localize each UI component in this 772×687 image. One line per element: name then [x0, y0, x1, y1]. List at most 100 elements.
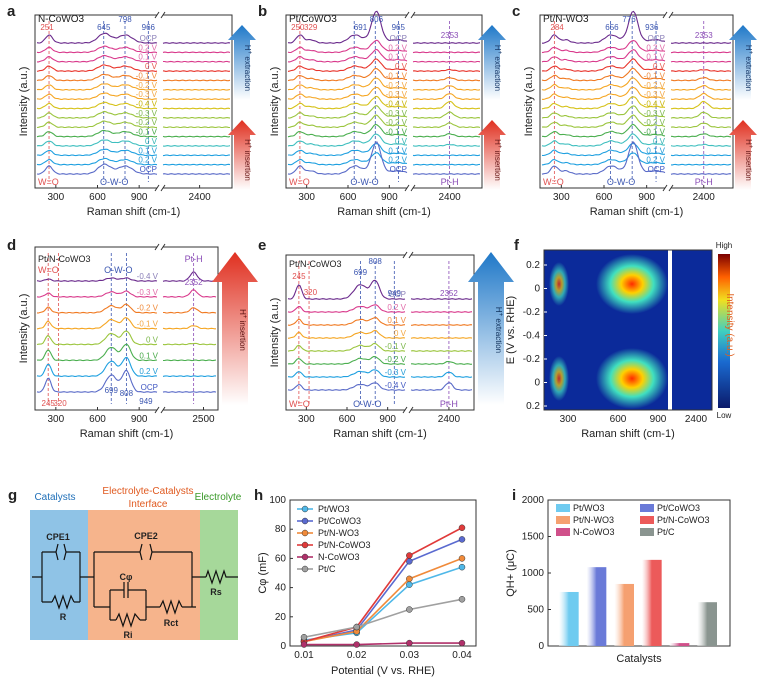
- spectrum-line: [163, 307, 217, 314]
- spectrum-line: [541, 141, 666, 175]
- spectrum-line: [36, 148, 158, 157]
- spectrum-line: [410, 311, 473, 313]
- x-tick-label: 0.04: [452, 650, 472, 661]
- spectrum-line: [412, 111, 481, 119]
- peak-label: 329: [304, 23, 318, 32]
- y-tick-label: -0.2: [523, 354, 541, 365]
- spectrum-line: [541, 133, 666, 147]
- potential-label: -0.3 V: [136, 90, 158, 99]
- potential-label: 0.1 V: [646, 53, 665, 62]
- band-label: W=O: [543, 177, 564, 187]
- x-tick-label: 0.01: [294, 650, 314, 661]
- x-tick-label: 2400: [438, 192, 461, 203]
- peak-label: 645: [97, 23, 111, 32]
- data-point: [300, 641, 308, 648]
- potential-label: OCP: [389, 290, 406, 299]
- spectrum-line: [287, 39, 408, 54]
- panel-e: 300 600 900 2400 Raman shift (cm-1) Intensity…: [258, 237, 514, 440]
- potential-label: -0.1 V: [136, 128, 158, 137]
- component-label: CPE2: [134, 531, 158, 541]
- peak-label: 806: [370, 15, 384, 24]
- bar: [559, 591, 579, 646]
- potential-label: 0.1 V: [388, 53, 407, 62]
- peak-label: 245: [42, 399, 56, 408]
- band-label: O-W-O: [100, 177, 128, 187]
- x-tick-label: 900: [381, 192, 398, 203]
- x-axis-label: Raman shift (cm-1): [337, 206, 431, 218]
- y-tick-label: 0: [280, 641, 286, 652]
- spectrum-line: [287, 152, 408, 166]
- spectrum-line: [541, 86, 665, 100]
- y-tick-label: 0.2: [526, 260, 540, 271]
- band-label: W=O: [38, 265, 59, 275]
- y-axis-label: Intensity (a.u.): [269, 67, 281, 137]
- colorbar-high-label: High: [716, 241, 732, 250]
- potential-label: 0 V: [395, 62, 408, 71]
- x-tick-label: 900: [131, 414, 148, 425]
- potential-label: -0.3 V: [644, 109, 666, 118]
- potential-label: OCP: [141, 383, 158, 392]
- potential-label: 0 V: [653, 62, 666, 71]
- electrolyte-region: [200, 510, 238, 640]
- spectrum-line: [670, 69, 732, 72]
- potential-label: 0.2 V: [388, 156, 407, 165]
- panel-letter: e: [258, 237, 266, 254]
- potential-label: 0.1 V: [138, 146, 157, 155]
- circuit-wire: [109, 582, 192, 621]
- peak-label: 284: [550, 23, 564, 32]
- spectrum-line: [162, 342, 217, 346]
- axis-break-gap: [405, 407, 411, 413]
- band-label: W=O: [38, 177, 59, 187]
- x-tick-label: 600: [339, 414, 356, 425]
- legend-marker: [301, 505, 309, 513]
- spectrum-line: [162, 163, 231, 166]
- potential-label: -0.3 V: [137, 288, 159, 297]
- heatmap-hotspot: [596, 254, 668, 314]
- spectrum-line: [36, 45, 158, 54]
- x-tick-label: 900: [638, 192, 655, 203]
- panel-letter: c: [512, 3, 520, 20]
- sample-name: Pt/N-WO3: [543, 14, 589, 25]
- legend-label: Pt/CoWO3: [318, 516, 361, 526]
- extraction-arrow-icon: [729, 25, 757, 100]
- spectrum-line: [162, 42, 231, 44]
- spectrum-line: [287, 141, 408, 175]
- peak-label: 2352: [185, 278, 203, 287]
- spectrum-line: [162, 154, 231, 157]
- legend-swatch: [640, 504, 654, 512]
- potential-label: 0.1 V: [138, 53, 157, 62]
- spectrum-line: [410, 298, 473, 300]
- band-label: O-W-O: [353, 399, 381, 409]
- spectrum-line: [412, 76, 481, 82]
- spectrum-line: [36, 163, 158, 175]
- y-axis-label: E (V vs. RHE): [505, 296, 517, 364]
- panel-g: g Catalysts Electrolyte-Catalysts Interface…: [8, 486, 242, 640]
- legend-swatch: [556, 516, 570, 524]
- peak-label: 699: [105, 386, 119, 395]
- x-tick-label: 300: [47, 192, 64, 203]
- cpe2-symbol: [139, 543, 153, 561]
- potential-label: 0 V: [146, 335, 159, 344]
- x-tick-label: 2400: [693, 192, 716, 203]
- heatmap-hotspot: [596, 348, 668, 409]
- plot-frame: [34, 246, 219, 411]
- panel-letter: f: [514, 237, 520, 254]
- insertion-arrow-icon: [212, 252, 258, 405]
- region-label: Catalysts: [34, 492, 75, 503]
- spectrum-line: [36, 32, 158, 44]
- insertion-arrow-icon: [729, 120, 757, 190]
- plot-frame: [289, 499, 477, 647]
- potential-label: -0.2 V: [137, 304, 159, 313]
- spectrum-line: [163, 88, 231, 91]
- x-axis-label: Raman shift (cm-1): [80, 428, 174, 440]
- spectrum-line: [287, 95, 408, 110]
- legend-swatch: [556, 504, 570, 512]
- spectrum-line: [162, 271, 217, 282]
- legend-label: Pt/N-WO3: [573, 515, 614, 525]
- peak-label: 798: [118, 15, 132, 24]
- spectrum-line: [162, 135, 231, 138]
- arrow-label: H+ insertion: [243, 139, 252, 181]
- spectrum-line: [36, 290, 158, 298]
- axis-break-mark: [402, 251, 414, 259]
- potential-label: -0.3 V: [644, 90, 666, 99]
